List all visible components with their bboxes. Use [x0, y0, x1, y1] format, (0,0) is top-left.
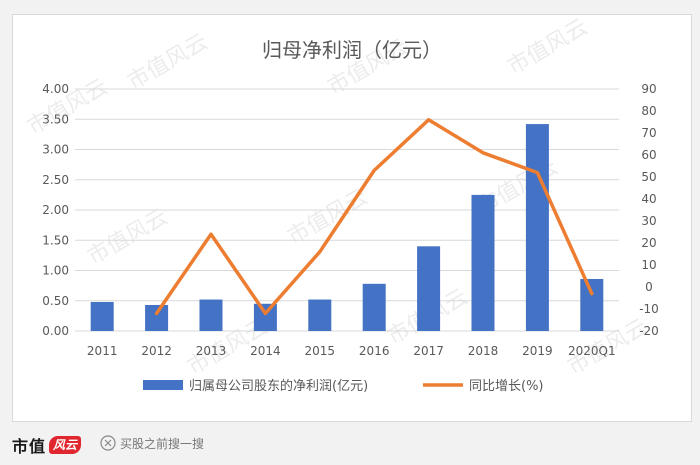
- y-right-tick-label: 10: [641, 258, 656, 272]
- x-tick-label: 2014: [250, 344, 281, 358]
- chart-title: 归母净利润（亿元）: [262, 38, 442, 62]
- footer: 市值 风云 买股之前搜一搜: [0, 426, 700, 465]
- x-tick-label: 2013: [196, 344, 227, 358]
- x-tick-label: 2018: [468, 344, 499, 358]
- y-right-tick-label: 90: [641, 82, 656, 96]
- bar: [471, 194, 495, 331]
- y-right-tick-label: 20: [641, 236, 656, 250]
- bar: [145, 304, 169, 331]
- brand-name: 市值: [12, 437, 47, 456]
- y-left-tick-label: 2.50: [42, 173, 69, 187]
- x-tick-label: 2017: [413, 344, 444, 358]
- bar: [199, 299, 223, 331]
- y-right-tick-label: -10: [639, 302, 659, 316]
- chart-panel: 市值风云市值风云市值风云市值风云市值风云市值风云市值风云市值风云市值风云市值风云…: [12, 14, 692, 422]
- legend: 归属母公司股东的净利润(亿元) 同比增长(%): [143, 378, 544, 394]
- watermark-text: 市值风云: [84, 205, 173, 271]
- watermark-text: 市值风云: [124, 30, 213, 96]
- x-tick-label: 2012: [141, 344, 172, 358]
- watermark-text: 市值风云: [504, 15, 593, 80]
- x-tick-label: 2020Q1: [568, 344, 616, 358]
- x-tick-label: 2019: [522, 344, 553, 358]
- chart: 市值风云市值风云市值风云市值风云市值风云市值风云市值风云市值风云市值风云市值风云…: [24, 15, 659, 394]
- bar: [525, 124, 549, 331]
- y-left-tick-label: 1.50: [42, 233, 69, 247]
- brand-stamp: 风云: [49, 436, 82, 454]
- y-left-tick-label: 0.50: [42, 294, 69, 308]
- y-left-tick-label: 2.00: [42, 203, 69, 217]
- y-left-tick-label: 3.00: [42, 143, 69, 157]
- search-text: 买股之前搜一搜: [120, 436, 205, 451]
- legend-label: 同比增长(%): [469, 379, 544, 394]
- y-right-tick-label: 80: [641, 104, 656, 118]
- bar: [580, 278, 604, 331]
- y-right-tick-label: 30: [641, 214, 656, 228]
- y-right-tick-label: 70: [641, 126, 656, 140]
- y-right-tick-label: 40: [641, 192, 656, 206]
- x-tick-label: 2015: [305, 344, 336, 358]
- x-tick-label: 2016: [359, 344, 390, 358]
- y-right-tick-label: 50: [641, 170, 656, 184]
- y-left-tick-label: 4.00: [42, 82, 69, 96]
- x-tick-label: 2011: [87, 344, 118, 358]
- y-left-tick-label: 1.00: [42, 264, 69, 278]
- legend-label: 归属母公司股东的净利润(亿元): [189, 378, 368, 394]
- y-left-tick-label: 0.00: [42, 324, 69, 338]
- bar: [253, 303, 277, 331]
- y-right-tick-label: 60: [641, 148, 656, 162]
- bar: [308, 299, 332, 331]
- legend-swatch-bar: [143, 380, 183, 390]
- bar: [90, 301, 114, 331]
- line-series: [154, 118, 594, 316]
- search-icon: [100, 435, 116, 451]
- brand-logo: 市值 风云: [12, 433, 82, 457]
- y-left-tick-label: 3.50: [42, 112, 69, 126]
- bar: [417, 246, 441, 331]
- bar: [362, 283, 386, 331]
- search-box[interactable]: 买股之前搜一搜: [100, 431, 240, 455]
- y-right-tick-label: 0: [645, 280, 653, 294]
- watermark: 市值风云市值风云市值风云市值风云市值风云市值风云市值风云市值风云市值风云市值风云: [24, 15, 653, 380]
- y-right-tick-label: -20: [639, 324, 659, 338]
